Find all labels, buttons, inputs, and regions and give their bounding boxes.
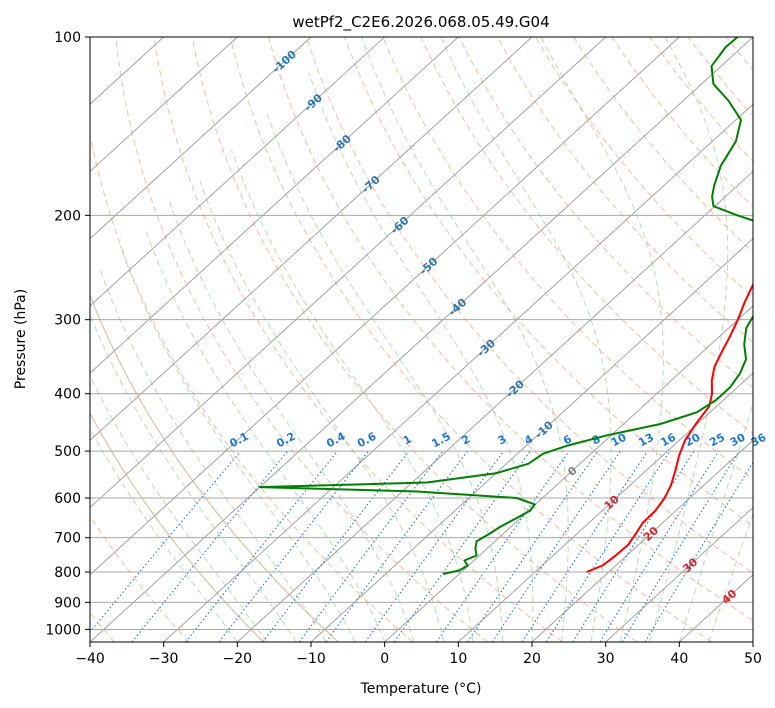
moist-adiabat (678, 401, 753, 642)
y-tick-label: 200 (54, 208, 81, 224)
y-tick-label: 900 (54, 595, 81, 611)
profiles (258, 37, 753, 575)
mixing-ratio-label: 36 (749, 431, 769, 450)
dry-adiabat (191, 37, 638, 642)
moist-adiabat (169, 201, 415, 642)
isotherm (384, 305, 753, 642)
y-tick-label: 1000 (45, 622, 81, 638)
moist-adiabat (119, 245, 356, 642)
isotherm (90, 37, 459, 374)
y-axis-label: Pressure (hPa) (13, 289, 29, 389)
mixing-ratio-line (545, 450, 671, 642)
mixing-ratio-label: 25 (707, 431, 727, 450)
x-axis-label: Temperature (°C) (360, 681, 482, 697)
x-tick-label: −40 (75, 651, 105, 667)
x-axis: −40 −30 −20 −10 0 10 20 30 40 50 (75, 642, 762, 667)
mixing-ratio-line (262, 450, 410, 642)
dry-adiabat (611, 37, 753, 208)
dry-adiabat (153, 37, 563, 642)
mixing-ratio-line (364, 450, 505, 642)
mixing-ratio-line (90, 450, 242, 633)
moist-adiabat (708, 513, 753, 642)
dry-adiabat (268, 37, 753, 622)
moist-adiabat (540, 37, 664, 642)
mixing-ratio-line (621, 450, 740, 642)
isotherm (90, 37, 606, 509)
isotherm (90, 37, 312, 240)
mixing-ratio-line (185, 450, 339, 642)
mixing-ratio-label: 10 (609, 430, 629, 449)
x-tick-label: 20 (523, 651, 541, 667)
mixing-ratio-line (467, 450, 599, 642)
mixing-ratio-line (393, 450, 531, 642)
isotherm (90, 37, 753, 642)
isotherm (605, 506, 753, 642)
y-axis: 1000 900 800 700 600 500 400 300 200 100 (45, 30, 90, 638)
y-tick-label: 400 (54, 387, 81, 403)
y-tick-label: 600 (54, 491, 81, 507)
mixing-ratio-line (131, 450, 289, 642)
mixing-ratio-line (325, 450, 468, 642)
reference-curve (90, 293, 339, 642)
mixing-ratio-line (298, 450, 444, 642)
x-tick-label: −10 (296, 651, 326, 667)
x-tick-label: −20 (223, 651, 253, 667)
mixing-ratio-label: 30 (728, 431, 748, 450)
moist-adiabat (361, 37, 569, 642)
moist-adiabat (308, 72, 534, 642)
isotherm (90, 37, 533, 441)
dry-adiabat (90, 515, 190, 642)
mixing-ratio-line (521, 450, 649, 642)
moist-adiabat (199, 180, 445, 642)
isotherm (458, 372, 753, 642)
y-tick-label: 300 (54, 313, 81, 329)
moist-adiabat (90, 427, 238, 642)
dry-adiabat (306, 37, 753, 574)
mixing-ratio-line (491, 450, 621, 642)
moist-adiabat (440, 37, 612, 642)
moist-adiabat (649, 37, 729, 642)
moist-adiabat (144, 227, 386, 642)
isotherm (163, 103, 753, 642)
x-tick-label: 10 (449, 651, 467, 667)
mixing-ratio-label: 13 (636, 431, 656, 450)
mixing-ratio-line (435, 450, 570, 642)
x-tick-label: 50 (744, 651, 762, 667)
mixing-ratio-line (572, 450, 695, 642)
moist-adiabat (98, 267, 327, 642)
dry-adiabat (382, 37, 753, 481)
temperature-profile (586, 282, 753, 573)
dewpoint-profile (258, 37, 753, 575)
plot-frame (89, 36, 754, 643)
moist-adiabat (90, 374, 268, 642)
mixing-ratio-label: 16 (658, 431, 678, 450)
isotherm (90, 37, 238, 173)
dry-adiabat (229, 37, 712, 642)
chart-title: wetPf2_C2E6.2026.068.05.49.G04 (292, 13, 549, 32)
dry-adiabat (420, 37, 753, 435)
isotherm (310, 238, 753, 642)
y-tick-label: 700 (54, 531, 81, 547)
y-tick-label: 100 (54, 30, 81, 46)
dry-adiabat (496, 37, 753, 344)
isotherm (237, 170, 753, 642)
x-tick-label: 0 (380, 651, 389, 667)
isotherm (90, 37, 385, 307)
x-tick-label: −30 (149, 651, 179, 667)
dry-adiabat (344, 37, 753, 527)
pressure-grid (90, 37, 753, 630)
y-tick-label: 500 (54, 444, 81, 460)
y-tick-label: 800 (54, 565, 81, 581)
isotherm (531, 439, 753, 642)
dry-adiabat (115, 37, 488, 642)
x-tick-label: 30 (597, 651, 615, 667)
x-tick-label: 40 (670, 651, 688, 667)
reference-curve (90, 412, 264, 642)
moist-adiabat (90, 313, 297, 642)
isotherm (90, 37, 680, 576)
